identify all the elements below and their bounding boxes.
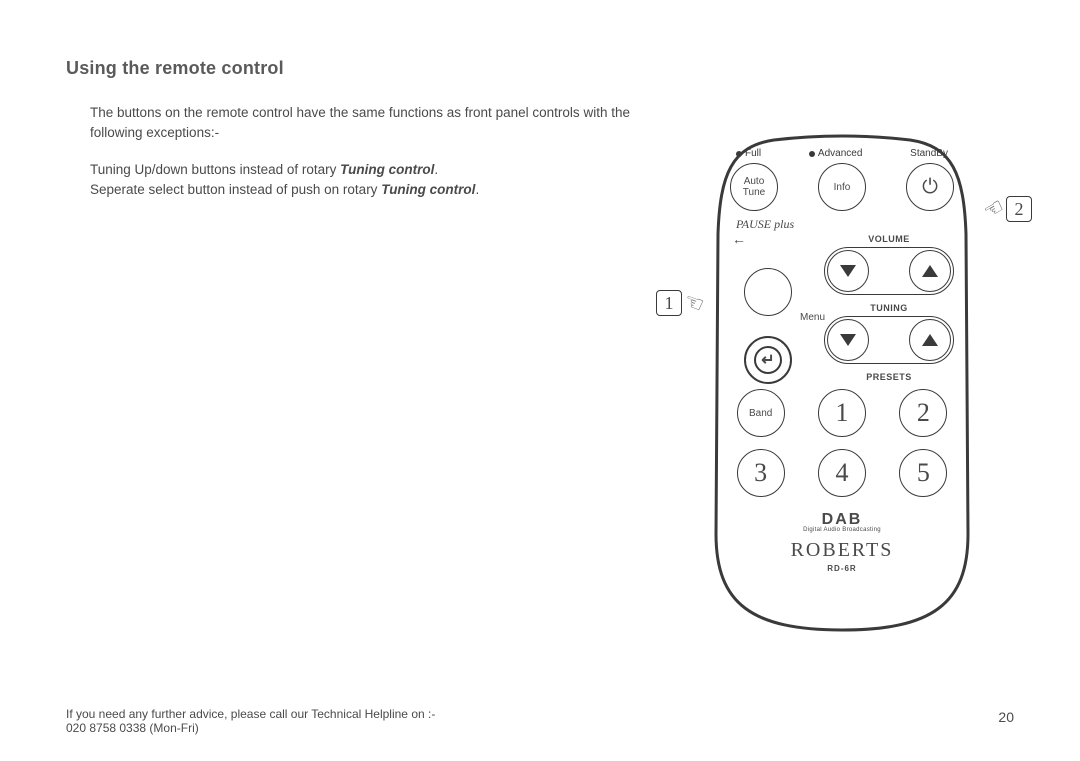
line2-text: Seperate select button instead of push o… bbox=[90, 182, 381, 197]
label-advanced: Advanced bbox=[809, 148, 862, 159]
enter-icon: ↵ bbox=[761, 350, 774, 370]
select-button[interactable]: ↵ bbox=[744, 336, 792, 384]
remote-control-diagram: Full Advanced StandBy Auto Tune Info ⏻ P… bbox=[712, 134, 972, 634]
volume-up-button[interactable] bbox=[909, 250, 951, 292]
pause-button[interactable] bbox=[744, 268, 792, 316]
volume-pill bbox=[824, 247, 954, 295]
page-number: 20 bbox=[998, 709, 1014, 725]
model-number: RD-6R bbox=[791, 564, 894, 573]
triangle-down-icon bbox=[840, 334, 856, 346]
label-full-text: Full bbox=[745, 148, 761, 159]
line1-text: Tuning Up/down buttons instead of rotary bbox=[90, 162, 340, 177]
triangle-up-icon bbox=[922, 265, 938, 277]
select-inner-ring: ↵ bbox=[754, 346, 782, 374]
volume-down-button[interactable] bbox=[827, 250, 869, 292]
dab-subtitle: Digital Audio Broadcasting bbox=[791, 527, 894, 533]
pause-plus-label: PAUSE plus bbox=[736, 217, 794, 232]
line2-end: . bbox=[475, 182, 479, 197]
remote-inner: Full Advanced StandBy Auto Tune Info ⏻ P… bbox=[730, 148, 954, 620]
preset-grid: Band 1 2 3 4 5 bbox=[730, 389, 954, 497]
tuning-section-label: TUNING bbox=[824, 303, 954, 313]
page-footer: If you need any further advice, please c… bbox=[66, 707, 1014, 735]
brand-block: DAB Digital Audio Broadcasting ROBERTS R… bbox=[791, 511, 894, 573]
presets-section-label: PRESETS bbox=[824, 372, 954, 382]
roberts-brand: ROBERTS bbox=[791, 539, 894, 562]
menu-label: Menu bbox=[800, 312, 825, 323]
helpline-text: If you need any further advice, please c… bbox=[66, 707, 1014, 721]
preset-2-button[interactable]: 2 bbox=[899, 389, 947, 437]
label-adv-text: Advanced bbox=[818, 148, 862, 159]
triangle-down-icon bbox=[840, 265, 856, 277]
line2-emph: Tuning control bbox=[381, 182, 475, 197]
preset-4-button[interactable]: 4 bbox=[818, 449, 866, 497]
volume-section-label: VOLUME bbox=[824, 234, 954, 244]
line1-emph: Tuning control bbox=[340, 162, 434, 177]
callout-1: 1 ☞ bbox=[656, 290, 706, 316]
remote-row-1: Auto Tune Info ⏻ bbox=[730, 163, 954, 211]
tuning-up-button[interactable] bbox=[909, 319, 951, 361]
auto-tune-button[interactable]: Auto Tune bbox=[730, 163, 778, 211]
exception-list: Tuning Up/down buttons instead of rotary… bbox=[90, 160, 630, 199]
intro-paragraph: The buttons on the remote control have t… bbox=[90, 103, 630, 142]
callout-2-number: 2 bbox=[1006, 196, 1032, 222]
preset-3-button[interactable]: 3 bbox=[737, 449, 785, 497]
pointing-hand-icon: ☞ bbox=[680, 287, 707, 318]
helpline-number: 020 8758 0338 (Mon-Fri) bbox=[66, 721, 1014, 735]
label-full: Full bbox=[736, 148, 761, 159]
dot-icon bbox=[736, 151, 742, 157]
tuning-pill bbox=[824, 316, 954, 364]
callout-1-number: 1 bbox=[656, 290, 682, 316]
power-icon: ⏻ bbox=[922, 176, 938, 198]
band-button[interactable]: Band bbox=[737, 389, 785, 437]
tuning-down-button[interactable] bbox=[827, 319, 869, 361]
body-text-block: The buttons on the remote control have t… bbox=[90, 103, 630, 199]
info-button[interactable]: Info bbox=[818, 163, 866, 211]
remote-top-labels: Full Advanced StandBy bbox=[730, 148, 954, 159]
pointing-hand-icon: ☜ bbox=[979, 193, 1009, 225]
dot-icon bbox=[809, 151, 815, 157]
preset-5-button[interactable]: 5 bbox=[899, 449, 947, 497]
label-standby: StandBy bbox=[910, 148, 948, 159]
manual-page: Using the remote control The buttons on … bbox=[0, 0, 1080, 761]
preset-1-button[interactable]: 1 bbox=[818, 389, 866, 437]
triangle-up-icon bbox=[922, 334, 938, 346]
page-title: Using the remote control bbox=[66, 58, 1014, 79]
standby-button[interactable]: ⏻ bbox=[906, 163, 954, 211]
callout-2: 2 ☜ bbox=[982, 196, 1032, 222]
line1-end: . bbox=[434, 162, 438, 177]
